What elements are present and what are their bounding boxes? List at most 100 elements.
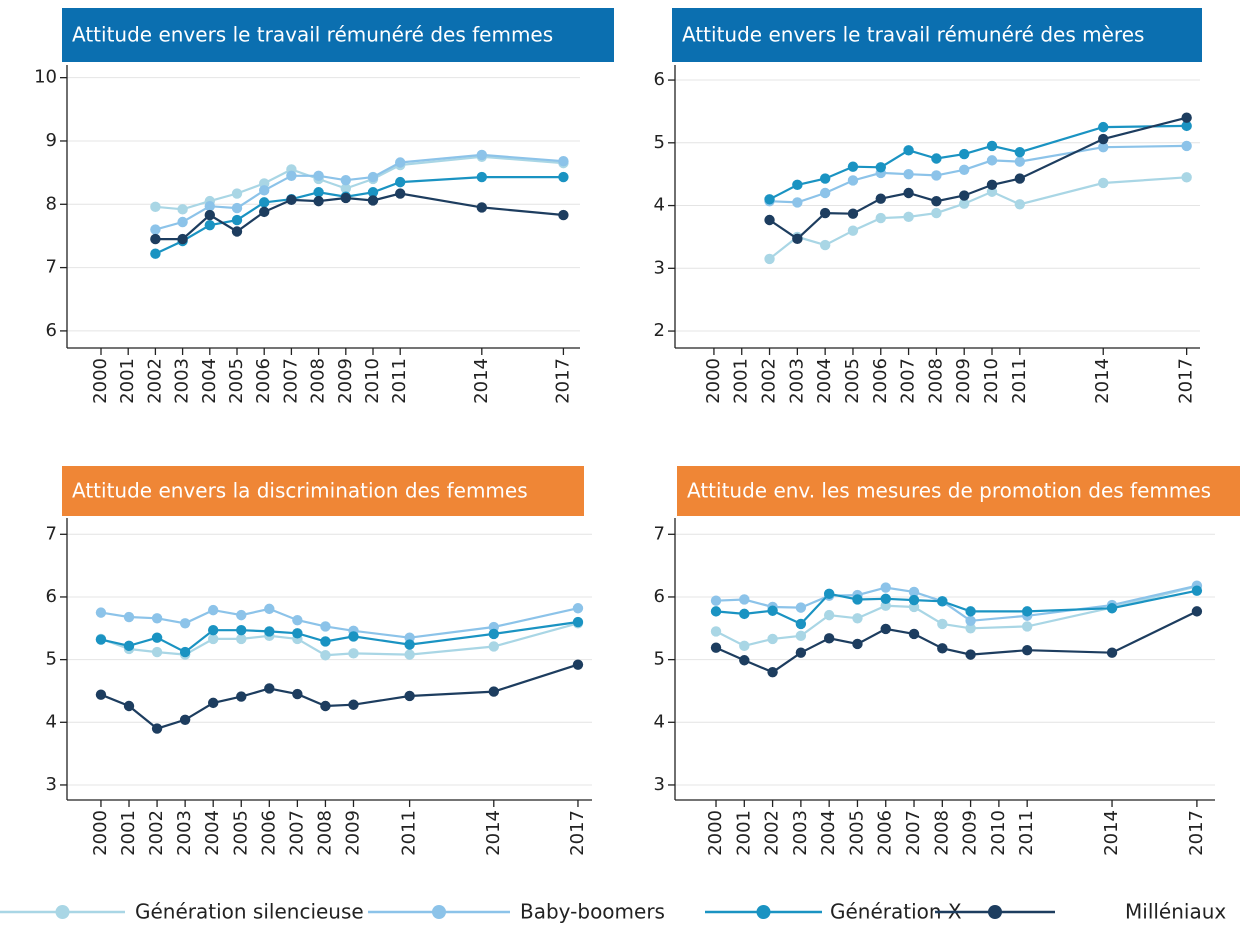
x-tick-label: 2003 bbox=[786, 358, 807, 404]
data-point bbox=[286, 170, 297, 181]
x-tick-label: 2000 bbox=[705, 810, 726, 856]
data-point bbox=[852, 613, 863, 624]
x-tick-label: 2008 bbox=[925, 358, 946, 404]
data-point bbox=[123, 640, 135, 652]
data-point bbox=[764, 214, 775, 226]
data-point bbox=[259, 197, 270, 208]
data-point bbox=[476, 149, 488, 161]
data-point bbox=[367, 195, 379, 206]
x-tick-label: 2011 bbox=[399, 810, 420, 856]
data-point bbox=[710, 606, 722, 617]
data-point bbox=[767, 666, 778, 678]
data-point bbox=[95, 607, 107, 618]
x-tick-label: 2002 bbox=[759, 358, 780, 404]
data-point bbox=[795, 630, 807, 642]
y-tick-label: 4 bbox=[46, 711, 57, 732]
x-tick-label: 2004 bbox=[202, 810, 223, 856]
panel-title-box bbox=[672, 8, 1202, 62]
data-point bbox=[259, 206, 270, 218]
x-tick-label: 2002 bbox=[146, 810, 167, 856]
y-tick-label: 2 bbox=[654, 320, 665, 341]
data-point bbox=[965, 615, 976, 626]
data-point bbox=[852, 638, 863, 650]
series-line bbox=[100, 663, 579, 730]
x-tick-label: 2009 bbox=[342, 810, 363, 856]
x-tick-label: 2001 bbox=[118, 810, 139, 856]
series-line bbox=[154, 176, 564, 255]
x-tick-label: 2006 bbox=[258, 810, 279, 856]
data-point bbox=[986, 179, 998, 191]
data-point bbox=[1021, 645, 1033, 656]
x-tick-label: 2001 bbox=[117, 358, 138, 404]
data-point bbox=[404, 690, 415, 702]
data-point bbox=[150, 224, 161, 235]
data-point bbox=[151, 646, 163, 658]
x-tick-label: 2004 bbox=[818, 810, 839, 856]
data-point bbox=[292, 614, 303, 626]
x-tick-label: 2014 bbox=[1101, 810, 1122, 856]
data-point bbox=[875, 162, 886, 173]
y-tick-label: 5 bbox=[654, 132, 665, 153]
x-tick-label: 2008 bbox=[308, 358, 329, 404]
data-point bbox=[558, 209, 569, 221]
x-tick-label: 2009 bbox=[335, 358, 356, 404]
x-tick-label: 2005 bbox=[230, 810, 251, 856]
data-point bbox=[340, 192, 352, 204]
data-point bbox=[1014, 199, 1026, 210]
x-tick-label: 2011 bbox=[1016, 810, 1037, 856]
data-point bbox=[823, 588, 835, 600]
panel-title-box bbox=[62, 8, 614, 62]
data-point bbox=[204, 200, 216, 212]
data-point bbox=[150, 201, 161, 213]
data-point bbox=[572, 659, 584, 670]
data-point bbox=[207, 624, 219, 636]
x-tick-label: 2006 bbox=[253, 358, 274, 404]
data-point bbox=[739, 655, 750, 666]
data-point bbox=[151, 613, 163, 624]
data-point bbox=[395, 176, 406, 188]
data-point bbox=[264, 603, 275, 615]
x-tick-label: 2011 bbox=[1009, 358, 1030, 404]
panel-title: Attitude envers le travail rémunéré des … bbox=[72, 23, 553, 47]
data-point bbox=[819, 173, 831, 184]
data-point bbox=[204, 209, 216, 221]
data-point bbox=[572, 616, 584, 628]
x-tick-label: 2007 bbox=[903, 810, 924, 856]
data-point bbox=[572, 603, 584, 614]
data-point bbox=[1098, 133, 1109, 145]
data-point bbox=[847, 161, 859, 172]
data-point bbox=[965, 623, 976, 634]
panel-title-box bbox=[62, 466, 584, 516]
x-tick-label: 2004 bbox=[814, 358, 835, 404]
x-tick-label: 2008 bbox=[931, 810, 952, 856]
series-line bbox=[715, 610, 1198, 674]
y-tick-label: 7 bbox=[654, 523, 665, 544]
y-tick-label: 9 bbox=[46, 130, 57, 151]
data-point bbox=[264, 626, 275, 637]
data-point bbox=[880, 593, 891, 605]
data-point bbox=[1181, 172, 1192, 183]
data-point bbox=[236, 633, 247, 645]
data-point bbox=[1021, 606, 1033, 617]
data-point bbox=[931, 153, 942, 164]
data-point bbox=[150, 248, 161, 259]
series-line bbox=[155, 192, 564, 241]
data-point bbox=[965, 649, 976, 660]
data-point bbox=[958, 148, 970, 160]
x-tick-label: 2017 bbox=[1186, 810, 1207, 856]
series-line bbox=[100, 607, 579, 639]
legend-label: Milléniaux bbox=[1125, 900, 1226, 924]
data-point bbox=[236, 609, 247, 621]
x-tick-label: 2001 bbox=[731, 358, 752, 404]
legend-label: Baby-boomers bbox=[520, 900, 665, 924]
data-point bbox=[179, 646, 191, 658]
data-point bbox=[204, 219, 216, 231]
y-tick-label: 6 bbox=[654, 586, 665, 607]
data-point bbox=[986, 140, 998, 152]
data-point bbox=[367, 187, 379, 198]
data-point bbox=[476, 202, 488, 213]
data-point bbox=[903, 211, 914, 223]
data-point bbox=[710, 642, 722, 653]
series-line bbox=[155, 155, 564, 211]
data-point bbox=[819, 187, 831, 199]
